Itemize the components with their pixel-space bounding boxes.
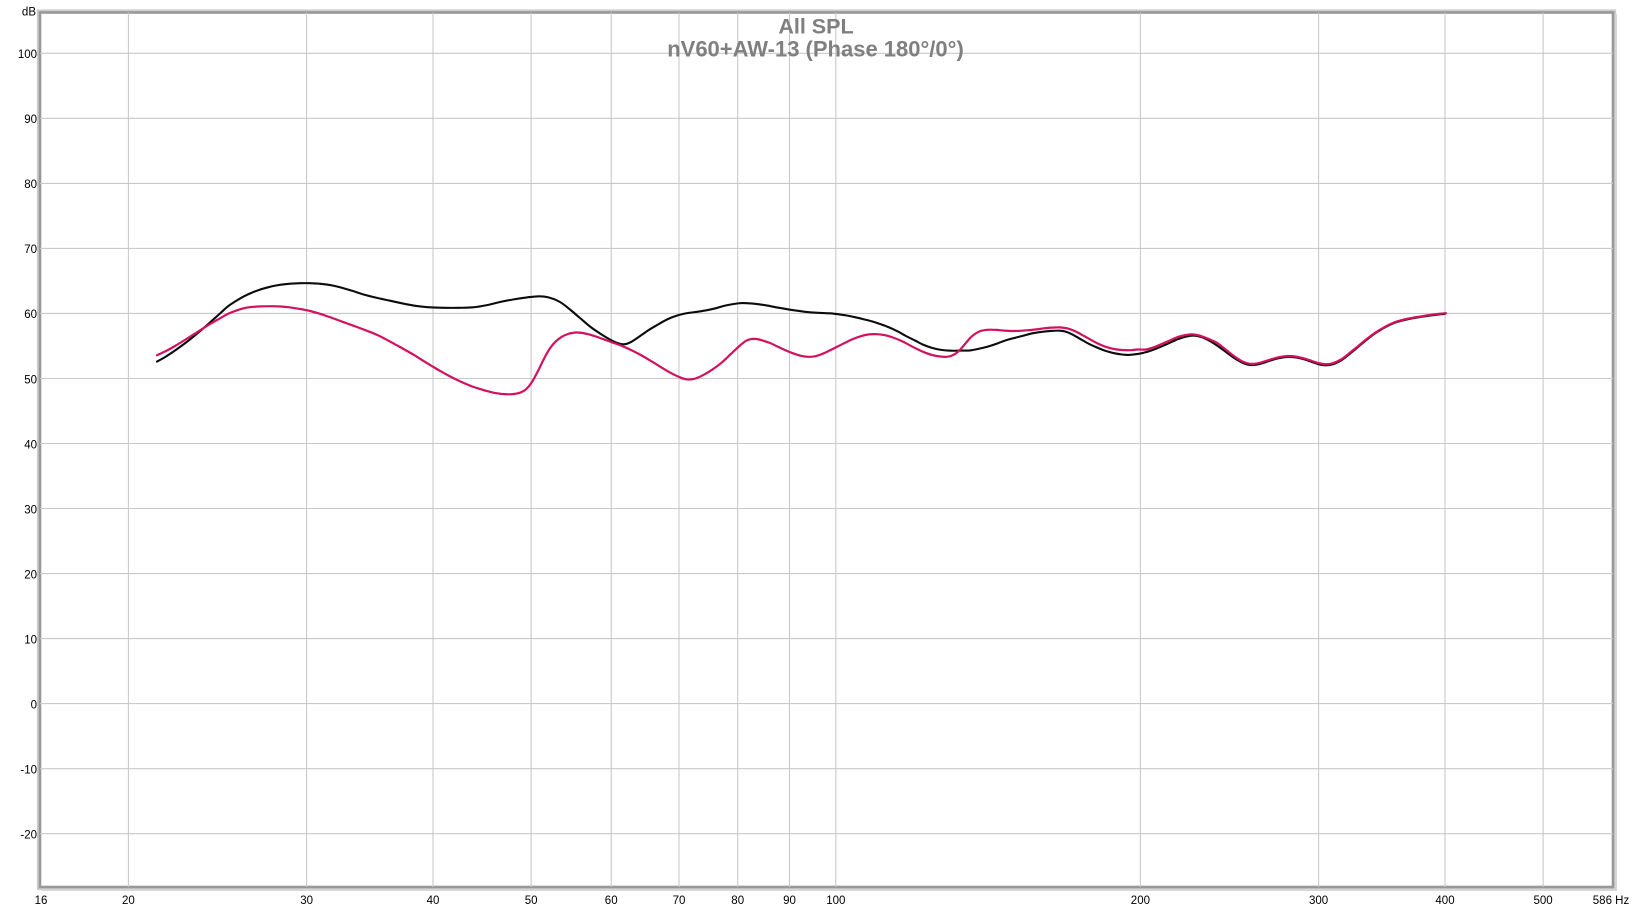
svg-text:0: 0 bbox=[31, 699, 37, 711]
svg-text:586 Hz: 586 Hz bbox=[1593, 895, 1630, 907]
svg-text:80: 80 bbox=[731, 895, 744, 907]
svg-text:20: 20 bbox=[122, 895, 135, 907]
svg-text:All SPL: All SPL bbox=[778, 15, 853, 39]
svg-text:70: 70 bbox=[673, 895, 686, 907]
svg-text:200: 200 bbox=[1131, 895, 1150, 907]
svg-text:dB: dB bbox=[22, 7, 36, 19]
svg-text:60: 60 bbox=[24, 309, 37, 321]
svg-text:10: 10 bbox=[24, 634, 37, 646]
svg-text:16: 16 bbox=[35, 895, 48, 907]
svg-text:60: 60 bbox=[605, 895, 618, 907]
svg-text:70: 70 bbox=[24, 244, 37, 256]
svg-text:400: 400 bbox=[1435, 895, 1454, 907]
svg-text:90: 90 bbox=[24, 114, 37, 126]
svg-text:-20: -20 bbox=[20, 830, 37, 842]
svg-text:100: 100 bbox=[18, 49, 37, 61]
svg-text:80: 80 bbox=[24, 179, 37, 191]
svg-text:90: 90 bbox=[783, 895, 796, 907]
svg-text:50: 50 bbox=[24, 374, 37, 386]
svg-text:300: 300 bbox=[1309, 895, 1328, 907]
svg-text:500: 500 bbox=[1534, 895, 1553, 907]
svg-text:40: 40 bbox=[24, 439, 37, 451]
svg-text:nV60+AW-13 (Phase 180°/0°): nV60+AW-13 (Phase 180°/0°) bbox=[667, 37, 964, 62]
svg-text:50: 50 bbox=[525, 895, 538, 907]
svg-text:40: 40 bbox=[427, 895, 440, 907]
svg-text:20: 20 bbox=[24, 569, 37, 581]
svg-text:-10: -10 bbox=[20, 765, 37, 777]
svg-text:30: 30 bbox=[300, 895, 313, 907]
svg-text:100: 100 bbox=[826, 895, 845, 907]
svg-text:30: 30 bbox=[24, 504, 37, 516]
